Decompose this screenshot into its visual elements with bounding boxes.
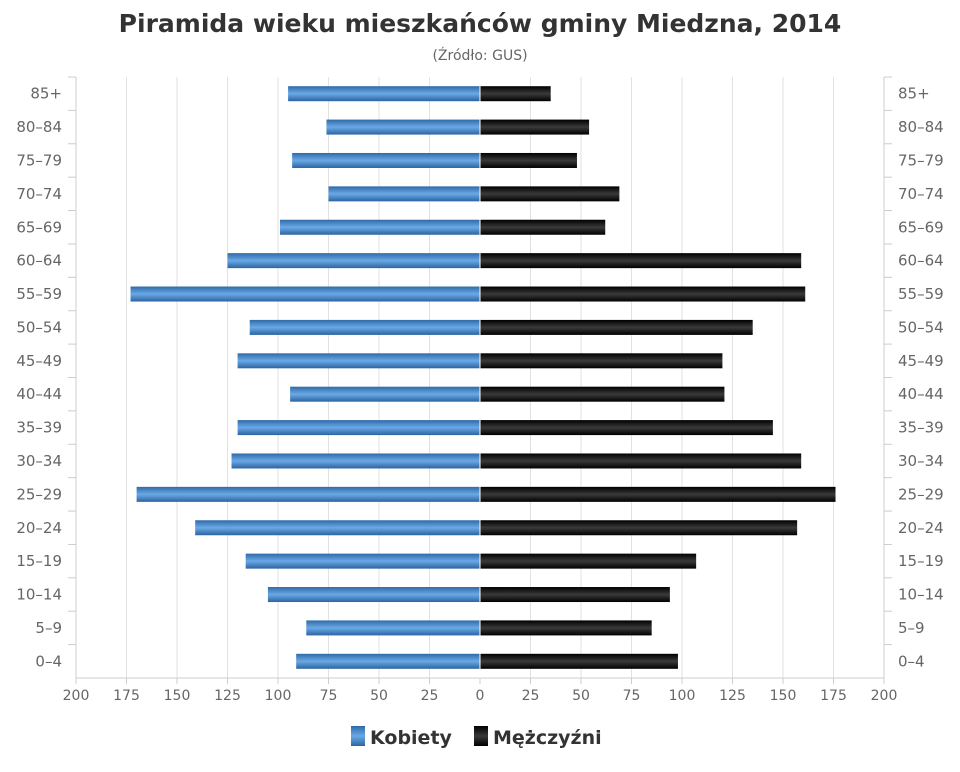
x-tick-label: 100: [669, 688, 696, 704]
bar-kobiety-80-84[interactable]: [326, 119, 480, 135]
y-label-right: 15–19: [898, 552, 944, 570]
y-label-left: 0–4: [35, 652, 62, 670]
y-label-right: 0–4: [898, 652, 925, 670]
bar-kobiety-55-59[interactable]: [130, 286, 481, 302]
y-label-left: 55–59: [16, 285, 62, 303]
legend-item-kobiety[interactable]: Kobiety: [351, 726, 453, 749]
legend-swatch-kobiety: [351, 726, 365, 746]
bar-mezczyzni-30-34[interactable]: [480, 453, 802, 469]
bar-kobiety-45-49[interactable]: [237, 353, 480, 369]
y-label-right: 10–14: [898, 586, 944, 604]
bar-mezczyzni-85+[interactable]: [480, 86, 551, 102]
x-tick-label: 150: [770, 688, 797, 704]
y-label-left: 35–39: [16, 419, 62, 437]
y-label-right: 65–69: [898, 218, 944, 236]
bar-mezczyzni-0-4[interactable]: [480, 653, 678, 669]
x-tick-label: 50: [572, 688, 590, 704]
bar-mezczyzni-25-29[interactable]: [480, 486, 836, 502]
bar-kobiety-70-74[interactable]: [328, 186, 481, 202]
x-tick-label: 25: [421, 688, 439, 704]
y-label-right: 25–29: [898, 485, 944, 503]
bar-kobiety-10-14[interactable]: [267, 587, 480, 603]
y-label-left: 25–29: [16, 485, 62, 503]
bar-mezczyzni-70-74[interactable]: [480, 186, 620, 202]
y-label-right: 30–34: [898, 452, 944, 470]
bar-kobiety-50-54[interactable]: [249, 319, 480, 335]
y-label-left: 65–69: [16, 218, 62, 236]
bar-mezczyzni-45-49[interactable]: [480, 353, 723, 369]
y-label-left: 20–24: [16, 519, 62, 537]
bar-kobiety-20-24[interactable]: [195, 520, 480, 536]
y-label-left: 60–64: [16, 252, 62, 270]
bar-kobiety-40-44[interactable]: [290, 386, 480, 402]
bar-mezczyzni-10-14[interactable]: [480, 587, 670, 603]
bar-mezczyzni-55-59[interactable]: [480, 286, 806, 302]
y-label-left: 80–84: [16, 118, 62, 136]
bar-mezczyzni-20-24[interactable]: [480, 520, 798, 536]
y-label-right: 40–44: [898, 385, 944, 403]
legend-swatch-mezczyzni: [474, 726, 488, 746]
x-tick-label: 50: [370, 688, 388, 704]
x-tick-label: 125: [719, 688, 746, 704]
legend-label-kobiety: Kobiety: [370, 727, 453, 749]
x-tick-label: 150: [164, 688, 191, 704]
legend: Kobiety Mężczyźni: [351, 726, 602, 749]
bar-mezczyzni-5-9[interactable]: [480, 620, 652, 636]
legend-label-mezczyzni: Mężczyźni: [493, 727, 602, 749]
x-tick-label: 25: [522, 688, 540, 704]
y-label-left: 85+: [30, 85, 62, 103]
bar-mezczyzni-35-39[interactable]: [480, 420, 773, 436]
bar-kobiety-35-39[interactable]: [237, 420, 480, 436]
y-label-left: 40–44: [16, 385, 62, 403]
y-label-left: 15–19: [16, 552, 62, 570]
x-tick-label: 75: [623, 688, 641, 704]
bar-mezczyzni-15-19[interactable]: [480, 553, 697, 569]
y-label-left: 10–14: [16, 586, 62, 604]
bar-kobiety-5-9[interactable]: [306, 620, 480, 636]
x-tick-label: 125: [214, 688, 241, 704]
bar-kobiety-75-79[interactable]: [292, 152, 480, 168]
y-label-right: 85+: [898, 85, 930, 103]
y-label-left: 45–49: [16, 352, 62, 370]
y-label-left: 30–34: [16, 452, 62, 470]
bar-mezczyzni-50-54[interactable]: [480, 319, 753, 335]
bar-mezczyzni-80-84[interactable]: [480, 119, 590, 135]
x-tick-label: 200: [871, 688, 898, 704]
bar-kobiety-25-29[interactable]: [136, 486, 480, 502]
y-label-left: 5–9: [35, 619, 62, 637]
bar-kobiety-0-4[interactable]: [296, 653, 480, 669]
y-label-right: 45–49: [898, 352, 944, 370]
y-label-right: 60–64: [898, 252, 944, 270]
chart-title: Piramida wieku mieszkańców gminy Miedzna…: [119, 9, 842, 38]
y-label-right: 75–79: [898, 151, 944, 169]
y-label-right: 5–9: [898, 619, 925, 637]
x-tick-label: 175: [113, 688, 140, 704]
y-label-left: 75–79: [16, 151, 62, 169]
bar-kobiety-30-34[interactable]: [231, 453, 480, 469]
chart-subtitle: (Źródło: GUS): [432, 46, 527, 64]
y-label-left: 50–54: [16, 318, 62, 336]
y-label-left: 70–74: [16, 185, 62, 203]
bar-kobiety-85+[interactable]: [288, 86, 480, 102]
y-label-right: 35–39: [898, 419, 944, 437]
x-tick-label: 100: [265, 688, 292, 704]
bar-kobiety-65-69[interactable]: [280, 219, 480, 235]
x-tick-label: 200: [63, 688, 90, 704]
x-tick-label: 75: [320, 688, 338, 704]
y-label-right: 55–59: [898, 285, 944, 303]
bar-kobiety-60-64[interactable]: [227, 253, 481, 269]
x-tick-label: 0: [476, 688, 485, 704]
y-label-right: 70–74: [898, 185, 944, 203]
x-tick-label: 175: [820, 688, 847, 704]
bar-mezczyzni-75-79[interactable]: [480, 152, 577, 168]
y-label-right: 80–84: [898, 118, 944, 136]
bar-mezczyzni-60-64[interactable]: [480, 253, 802, 269]
legend-item-mezczyzni[interactable]: Mężczyźni: [474, 726, 602, 749]
y-label-right: 50–54: [898, 318, 944, 336]
bar-kobiety-15-19[interactable]: [245, 553, 480, 569]
y-label-right: 20–24: [898, 519, 944, 537]
bar-mezczyzni-40-44[interactable]: [480, 386, 725, 402]
bar-mezczyzni-65-69[interactable]: [480, 219, 606, 235]
